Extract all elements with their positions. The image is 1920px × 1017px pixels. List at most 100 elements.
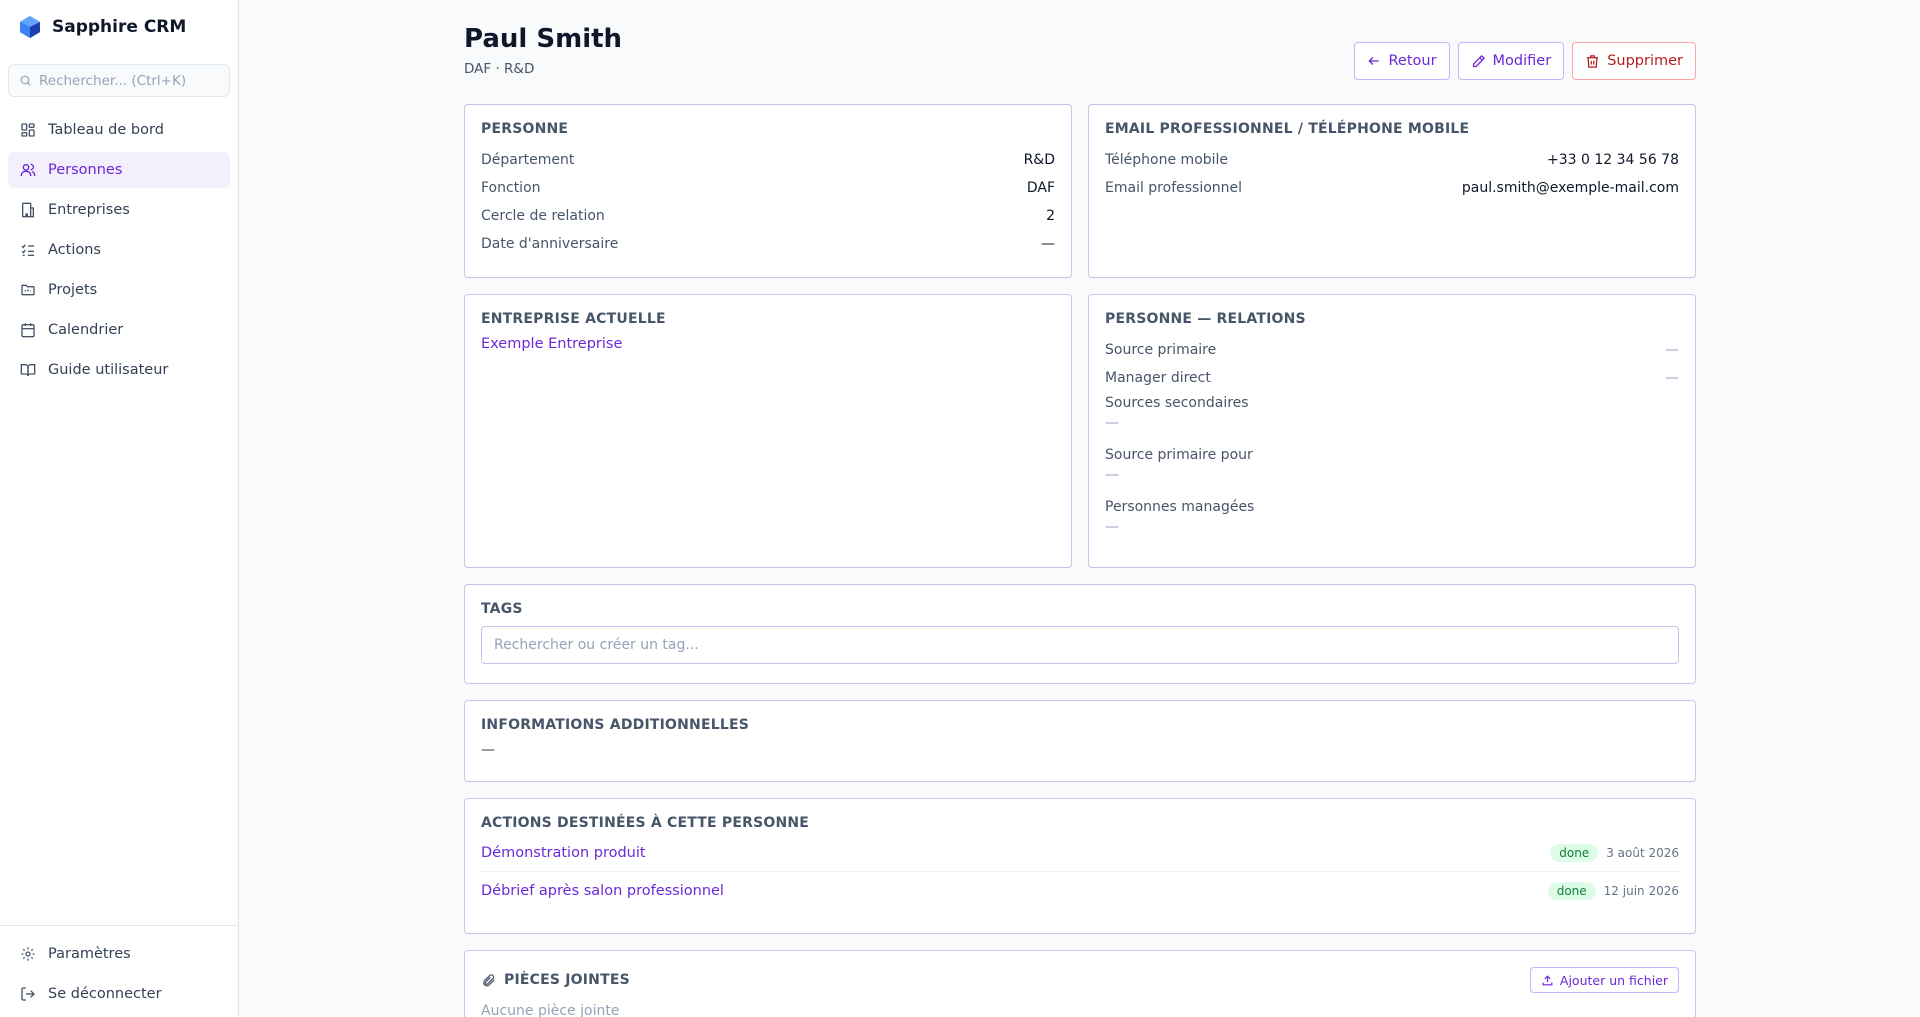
sidebar-item-logout[interactable]: Se déconnecter [8,976,230,1012]
sidebar-item-label: Personnes [48,162,123,178]
action-date: 12 juin 2026 [1603,883,1679,898]
current-company-card: ENTREPRISE ACTUELLE Exemple Entreprise [464,294,1072,568]
sidebar-item-projects[interactable]: Projets [8,272,230,308]
card-title: EMAIL PROFESSIONNEL / TÉLÉPHONE MOBILE [1105,121,1470,137]
sidebar-item-label: Tableau de bord [48,122,164,138]
sidebar-item-label: Se déconnecter [48,986,162,1002]
back-button[interactable]: Retour [1354,42,1450,80]
card-title: PERSONNE — RELATIONS [1105,311,1306,327]
gear-icon [20,946,36,962]
edit-button-label: Modifier [1492,53,1552,69]
sidebar: Sapphire CRM Tableau de bord Personnes E… [0,0,239,1017]
department-value: R&D [1023,152,1055,168]
building-icon [20,202,36,218]
primary-source-label: Source primaire [1105,342,1217,358]
action-date: 3 août 2026 [1606,846,1679,860]
sidebar-item-calendar[interactable]: Calendrier [8,312,230,348]
relation-circle-value: 2 [1046,208,1055,224]
sidebar-item-label: Calendrier [48,322,124,338]
direct-manager-label: Manager direct [1105,370,1211,386]
attachments-card: PIÈCES JOINTES Ajouter un fichier Aucune… [464,950,1696,1017]
card-title: PERSONNE [481,121,569,137]
book-icon [20,362,36,378]
delete-button[interactable]: Supprimer [1572,42,1696,80]
birthday-value: — [1041,236,1055,252]
department-label: Département [481,152,575,168]
sidebar-item-user-guide[interactable]: Guide utilisateur [8,352,230,388]
additional-info-card: INFORMATIONS ADDITIONNELLES — [464,700,1696,782]
sidebar-item-label: Actions [48,242,101,258]
add-file-button[interactable]: Ajouter un fichier [1529,967,1679,993]
tags-card: TAGS [464,584,1696,684]
action-link[interactable]: Débrief après salon professionnel [481,882,724,899]
folder-icon [20,282,36,298]
function-value: DAF [1026,180,1055,196]
info-row: Cercle de relation 2 [481,202,1055,230]
info-row: Manager direct — [1105,364,1679,392]
sidebar-item-label: Projets [48,282,98,298]
action-meta: done 3 août 2026 [1550,844,1679,862]
list-item: Débrief après salon professionnel done 1… [481,872,1679,909]
primary-source-for-value: — [1105,467,1119,483]
mobile-phone-value[interactable]: +33 0 12 34 56 78 [1547,152,1679,168]
search-icon [19,74,32,87]
search-box[interactable] [8,64,230,97]
info-row: Source primaire — [1105,336,1679,364]
sidebar-item-dashboard[interactable]: Tableau de bord [8,112,230,148]
direct-manager-value: — [1665,370,1679,386]
arrow-left-icon [1367,54,1381,68]
person-card: PERSONNE Département R&D Fonction DAF Ce… [464,104,1072,278]
delete-button-label: Supprimer [1607,53,1683,69]
status-badge: done [1550,844,1599,862]
card-title: TAGS [481,601,523,617]
sidebar-item-companies[interactable]: Entreprises [8,192,230,228]
trash-icon [1585,54,1600,69]
tag-search-input[interactable] [481,626,1679,664]
info-row: Fonction DAF [481,174,1055,202]
info-row: Date d'anniversaire — [481,230,1055,258]
person-actions-card: ACTIONS DESTINÉES À CETTE PERSONNE Démon… [464,798,1696,934]
contact-card: EMAIL PROFESSIONNEL / TÉLÉPHONE MOBILE T… [1088,104,1696,278]
search-input[interactable] [39,72,229,89]
sidebar-item-persons[interactable]: Personnes [8,152,230,188]
primary-source-value: — [1665,342,1679,358]
additional-info-value: — [481,742,495,758]
card-title: INFORMATIONS ADDITIONNELLES [481,717,750,733]
relation-circle-label: Cercle de relation [481,208,605,224]
sidebar-item-label: Guide utilisateur [48,362,169,378]
action-link[interactable]: Démonstration produit [481,845,646,861]
sidebar-item-label: Paramètres [48,946,131,962]
work-email-label: Email professionnel [1105,180,1243,196]
secondary-sources-value: — [1105,415,1119,431]
birthday-label: Date d'anniversaire [481,236,619,252]
sapphire-logo-icon [18,15,42,39]
calendar-icon [20,322,36,338]
paperclip-icon [481,973,496,988]
edit-button[interactable]: Modifier [1457,42,1565,80]
attachments-title-group: PIÈCES JOINTES [481,972,630,988]
company-link[interactable]: Exemple Entreprise [481,336,623,352]
attachments-empty-text: Aucune pièce jointe [481,1003,620,1017]
function-label: Fonction [481,180,541,196]
mobile-phone-label: Téléphone mobile [1105,152,1229,168]
upload-icon [1541,974,1554,987]
pencil-icon [1471,54,1486,69]
list-item: Démonstration produit done 3 août 2026 [481,835,1679,872]
managed-persons-value: — [1105,519,1119,535]
primary-source-for-label: Source primaire pour [1105,447,1253,463]
sidebar-footer: Paramètres Se déconnecter [0,925,238,1017]
sidebar-nav: Tableau de bord Personnes Entreprises Ac… [8,112,230,392]
work-email-value[interactable]: paul.smith@exemple-mail.com [1461,180,1679,196]
checklist-icon [20,242,36,258]
card-title: ACTIONS DESTINÉES À CETTE PERSONNE [481,815,810,831]
page-subtitle: DAF · R&D [464,61,535,77]
page-title: Paul Smith [464,24,623,54]
relations-card: PERSONNE — RELATIONS Source primaire — M… [1088,294,1696,568]
card-title: PIÈCES JOINTES [504,972,630,988]
sidebar-item-actions[interactable]: Actions [8,232,230,268]
add-file-button-label: Ajouter un fichier [1559,972,1668,988]
brand[interactable]: Sapphire CRM [18,15,186,39]
sidebar-item-settings[interactable]: Paramètres [8,936,230,972]
action-meta: done 12 juin 2026 [1547,881,1679,900]
sidebar-item-label: Entreprises [48,202,130,218]
